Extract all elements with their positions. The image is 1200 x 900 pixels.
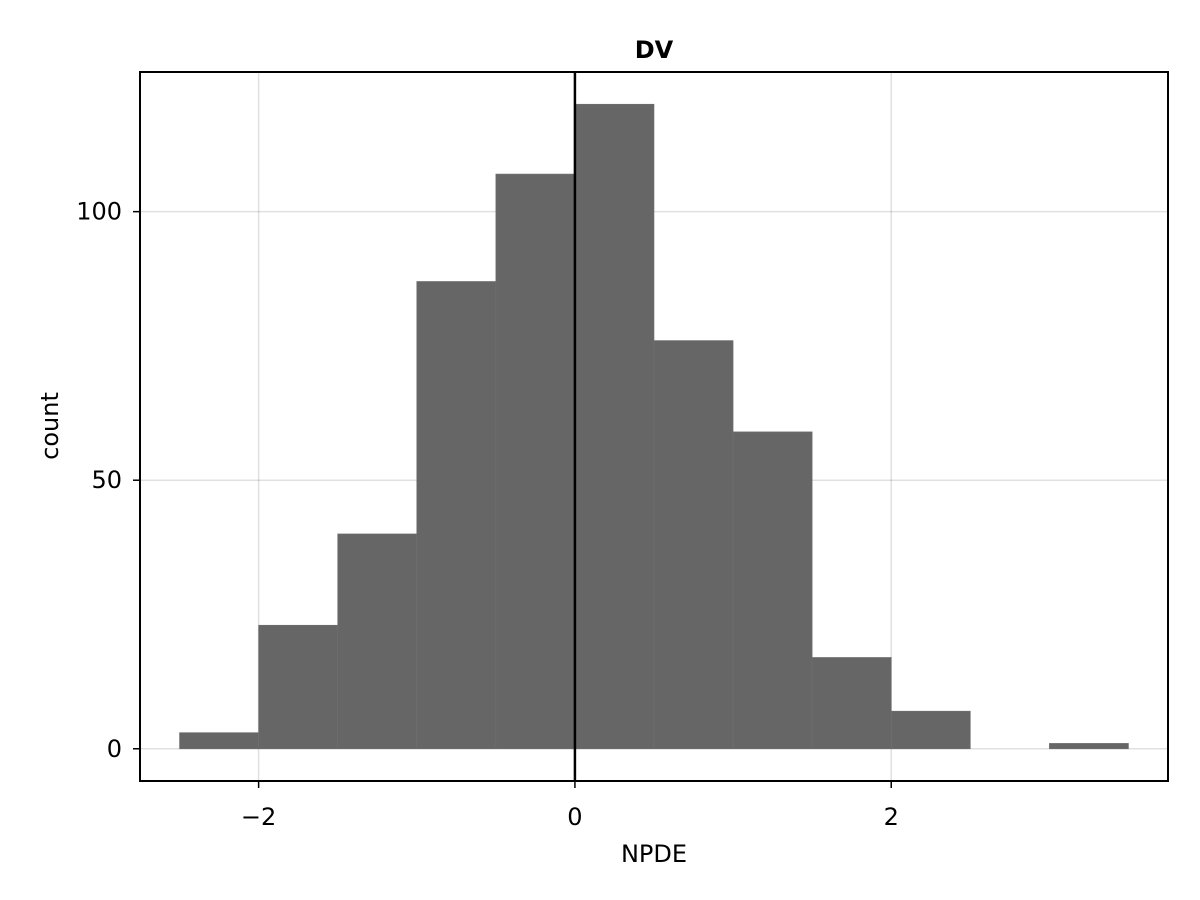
histogram-bar	[416, 281, 497, 750]
histogram-bar	[732, 431, 813, 750]
histogram-bar	[337, 533, 418, 750]
chart-title: DV	[635, 36, 674, 64]
x-axis-ticks: −2 0 2	[241, 781, 899, 831]
plot-area-frame	[139, 71, 1169, 782]
x-tick-label: 0	[567, 803, 582, 831]
histogram-bar	[495, 173, 576, 750]
histogram-bar	[890, 710, 971, 750]
histogram-bar	[258, 624, 338, 750]
x-tick-label: −2	[241, 803, 276, 831]
x-axis-label: NPDE	[621, 840, 687, 868]
histogram-bar	[811, 657, 892, 750]
histogram-bar	[574, 103, 655, 750]
y-tick-label: 50	[91, 466, 122, 494]
y-tick-label: 0	[107, 735, 122, 763]
histogram-bar	[179, 732, 259, 750]
histogram-bar	[1049, 743, 1129, 750]
histogram-bars	[179, 103, 1129, 750]
y-tick-label: 100	[76, 198, 122, 226]
histogram-bar	[653, 340, 734, 750]
y-axis-label: count	[36, 392, 64, 460]
y-axis-ticks: 0 50 100	[76, 198, 140, 763]
x-tick-label: 2	[884, 803, 899, 831]
